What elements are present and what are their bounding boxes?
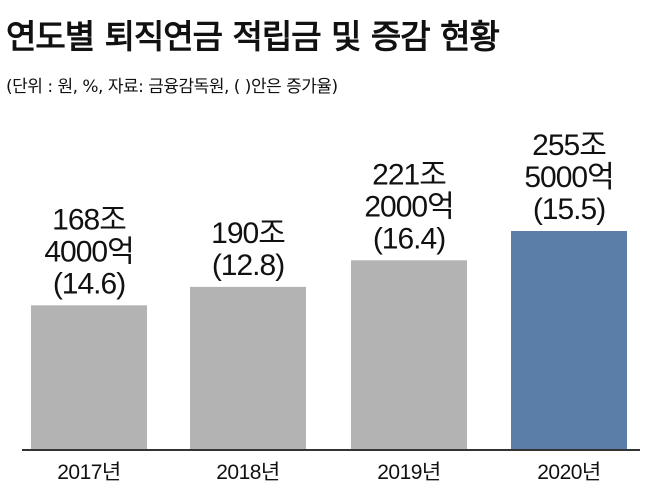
- data-label-1-1: (12.8): [212, 249, 284, 282]
- data-label-3-1: 5000억: [524, 161, 613, 194]
- data-label-2-0: 221조: [372, 158, 446, 191]
- data-label-3-2: (15.5): [533, 193, 605, 226]
- x-tick-label-2: 2019년: [377, 461, 441, 484]
- bar-0: [31, 305, 147, 449]
- x-tick-label-0: 2017년: [57, 461, 121, 484]
- bar-3: [511, 231, 627, 449]
- data-label-0-2: (14.6): [53, 267, 125, 300]
- bar-1: [190, 286, 306, 449]
- x-tick-label-3: 2020년: [537, 461, 601, 484]
- chart-title: 연도별 퇴직연금 적립금 및 증감 현황: [6, 17, 500, 56]
- data-label-0-0: 168조: [52, 203, 126, 236]
- data-label-2-1: 2000억: [364, 190, 453, 223]
- data-label-0-1: 4000억: [44, 235, 133, 268]
- bar-2: [351, 260, 467, 449]
- data-label-1-0: 190조: [211, 217, 285, 250]
- chart-subtitle: (단위 : 원, %, 자료: 금융감독원, ( )안은 증가율): [6, 77, 338, 97]
- data-label-2-2: (16.4): [373, 222, 445, 255]
- x-tick-label-1: 2018년: [216, 461, 280, 484]
- data-label-3-0: 255조: [532, 129, 606, 162]
